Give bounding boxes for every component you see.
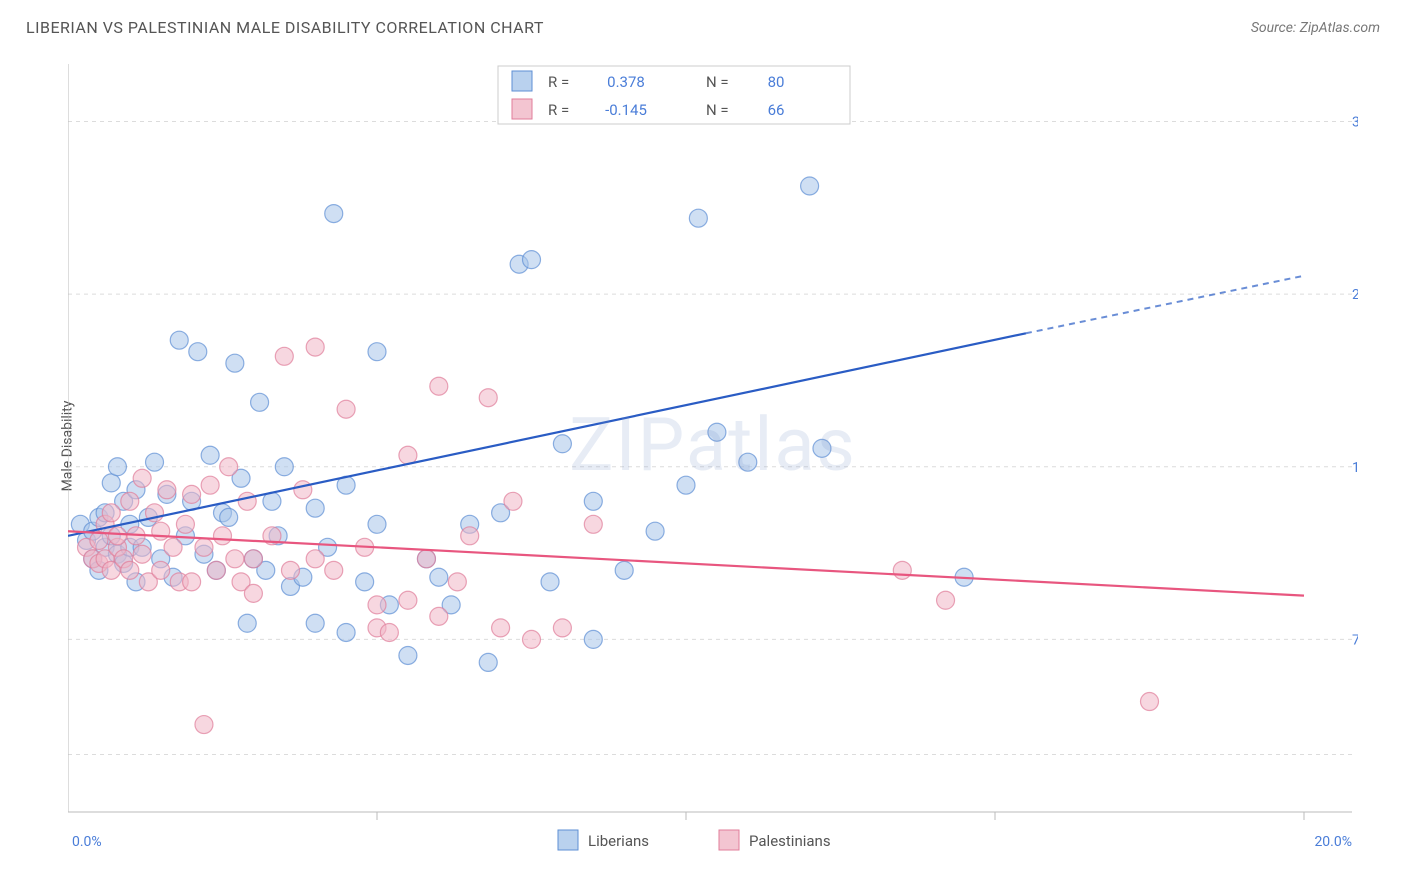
svg-text:30.0%: 30.0% bbox=[1352, 115, 1358, 131]
svg-text:15.0%: 15.0% bbox=[1352, 460, 1358, 476]
chart-container: LIBERIAN VS PALESTINIAN MALE DISABILITY … bbox=[0, 0, 1406, 892]
svg-text:0.378: 0.378 bbox=[607, 73, 645, 91]
chart-title: LIBERIAN VS PALESTINIAN MALE DISABILITY … bbox=[26, 18, 544, 37]
svg-text:22.5%: 22.5% bbox=[1352, 287, 1358, 303]
svg-text:-0.145: -0.145 bbox=[605, 101, 647, 119]
svg-text:66: 66 bbox=[768, 101, 785, 119]
svg-text:7.5%: 7.5% bbox=[1352, 632, 1358, 648]
svg-text:N =: N = bbox=[706, 73, 729, 91]
svg-text:R =: R = bbox=[548, 73, 569, 91]
svg-text:0.0%: 0.0% bbox=[72, 834, 102, 850]
svg-text:N =: N = bbox=[706, 101, 729, 119]
svg-text:Palestinians: Palestinians bbox=[749, 832, 831, 850]
header: LIBERIAN VS PALESTINIAN MALE DISABILITY … bbox=[0, 0, 1406, 45]
scatter-chart: 7.5% 15.0% 22.5% 30.0% 0.0% 20.0% R = 0.378 N = 8… bbox=[68, 54, 1358, 854]
svg-text:80: 80 bbox=[768, 73, 785, 91]
svg-text:Liberians: Liberians bbox=[588, 832, 649, 850]
chart-area: 7.5% 15.0% 22.5% 30.0% 0.0% 20.0% R = 0.378 N = 8… bbox=[68, 54, 1358, 854]
svg-text:R =: R = bbox=[548, 101, 569, 119]
svg-text:20.0%: 20.0% bbox=[1314, 834, 1352, 850]
source-attribution: Source: ZipAtlas.com bbox=[1251, 20, 1380, 36]
